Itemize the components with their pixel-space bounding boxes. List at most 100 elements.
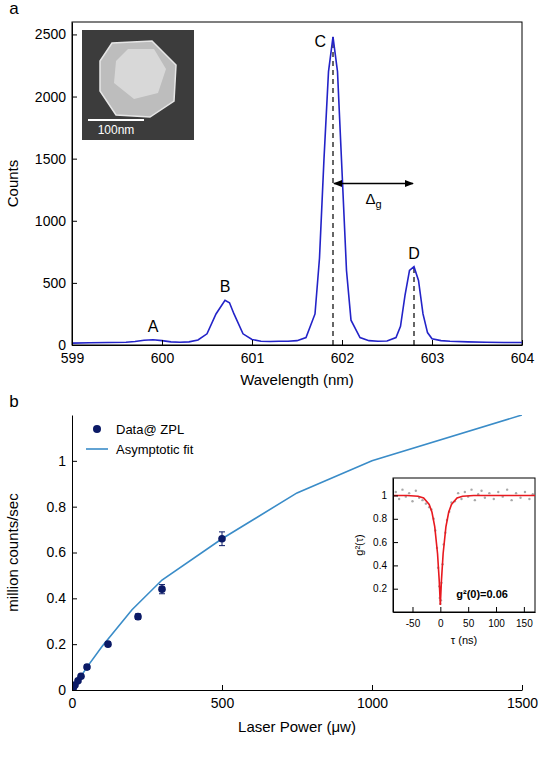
y-axis-title: Counts <box>4 160 21 208</box>
point <box>134 613 142 621</box>
tick: 50 <box>463 607 475 629</box>
tick: 0 <box>58 682 77 698</box>
tick-mark <box>522 685 523 690</box>
legend: Data@ ZPL Asymptotic fit <box>86 422 194 457</box>
tick: 601 <box>241 340 265 366</box>
tick-label: 0 <box>58 682 66 698</box>
point <box>515 492 517 494</box>
axis-bottom: 050010001500 <box>69 685 539 711</box>
tick: 500 <box>43 275 77 291</box>
guide-line <box>413 267 414 345</box>
tick-mark <box>412 607 413 612</box>
legend-label: Data@ ZPL <box>116 422 184 437</box>
tick: 0.8 <box>373 513 398 524</box>
plot-area <box>72 37 522 345</box>
point <box>524 491 526 493</box>
point <box>415 490 417 492</box>
tick: 1 <box>58 453 77 469</box>
tick-label: 0.2 <box>373 583 387 594</box>
tick: 1000 <box>35 213 77 229</box>
scale-bar-label: 100nm <box>98 123 135 137</box>
tick-mark <box>72 283 77 284</box>
point <box>497 491 499 493</box>
axis-line <box>73 690 523 691</box>
plot-frame <box>72 22 522 345</box>
panel-a: ΔgABCD5996006016026036040500100015002000… <box>4 0 534 388</box>
point <box>218 535 226 543</box>
line <box>393 495 535 605</box>
axis-left: 00.20.40.60.81 <box>47 416 77 698</box>
tick: 1000 <box>357 685 388 711</box>
tick-label: 100 <box>488 618 505 629</box>
tick-label: 0 <box>58 337 66 353</box>
tick: 604 <box>511 340 535 366</box>
line <box>72 37 522 343</box>
tick-mark <box>342 340 343 345</box>
tick-label: 0.6 <box>47 544 67 560</box>
axis-bottom: -50 0 50 100 150 <box>394 607 536 629</box>
point <box>528 498 530 500</box>
panel-letter: a <box>9 0 19 18</box>
x-axis-title: Wavelength (nm) <box>240 371 354 388</box>
tick: 600 <box>151 340 175 366</box>
legend-label: Asymptotic fit <box>116 442 194 457</box>
scale-bar <box>88 119 144 121</box>
tick: 0.8 <box>47 499 77 515</box>
inset-frame <box>393 478 535 612</box>
point <box>421 499 423 501</box>
inset-chart: -500501001500.20.40.60.81τ (ns)g²(τ)g²(0… <box>353 478 536 646</box>
plot-area <box>393 488 535 605</box>
tick-label: -50 <box>406 618 421 629</box>
tick-label: 602 <box>331 350 355 366</box>
tick-mark <box>496 607 497 612</box>
tick: 0 <box>58 337 77 353</box>
tick-mark <box>72 507 77 508</box>
point <box>158 585 166 593</box>
tick-mark <box>72 553 77 554</box>
tick-mark <box>72 345 77 346</box>
tick-mark <box>440 607 441 612</box>
tick-label: 0 <box>69 695 77 711</box>
point <box>470 488 472 490</box>
guide-line <box>332 37 333 345</box>
point <box>480 490 482 492</box>
point <box>395 491 397 493</box>
peak-label: C <box>314 33 326 50</box>
tick-label: 0.6 <box>373 537 387 548</box>
tick: 0.4 <box>373 560 398 571</box>
tick: 603 <box>421 340 445 366</box>
panel-b: 05001000150000.20.40.60.81Laser Power (μ… <box>4 392 538 735</box>
error-bar <box>219 532 225 546</box>
particle <box>100 41 176 117</box>
point <box>398 498 400 500</box>
tick: 0.6 <box>373 537 398 548</box>
tick: 0.6 <box>47 544 77 560</box>
peak-label: B <box>220 278 231 295</box>
tick-label: 1000 <box>357 695 388 711</box>
axis-line <box>393 479 394 613</box>
inset-image: 100nm <box>82 30 194 140</box>
point <box>464 491 466 493</box>
tick: 500 <box>211 685 235 711</box>
particle-facet <box>114 49 166 99</box>
tick-label: 600 <box>151 350 175 366</box>
error-bar <box>159 585 165 594</box>
point <box>457 492 459 494</box>
tick-label: 150 <box>516 618 533 629</box>
tick-label: 0.8 <box>47 499 67 515</box>
tick-mark <box>522 340 523 345</box>
point <box>460 498 462 500</box>
tick-mark <box>372 685 373 690</box>
tick-label: 601 <box>241 350 265 366</box>
tick-mark <box>162 340 163 345</box>
tick-label: 0 <box>438 618 444 629</box>
x-axis-title: Laser Power (μw) <box>238 718 356 735</box>
point <box>506 488 508 490</box>
tick: 2000 <box>35 89 77 105</box>
span-label: Δg <box>365 190 381 210</box>
tick-label: 0.8 <box>373 513 387 524</box>
tick: -50 <box>406 607 421 629</box>
point <box>493 498 495 500</box>
tick-label: 0.2 <box>47 636 67 652</box>
axis-left: 0.20.40.60.81 <box>373 479 398 613</box>
